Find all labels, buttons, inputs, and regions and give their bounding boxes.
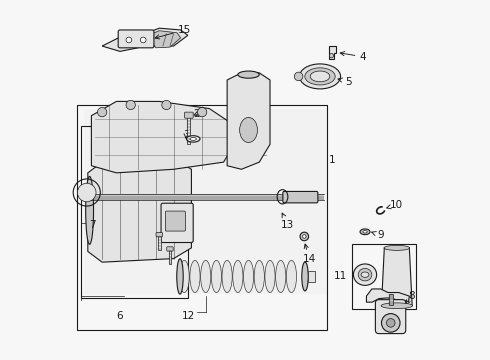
Ellipse shape — [305, 68, 335, 85]
Ellipse shape — [238, 71, 259, 78]
FancyBboxPatch shape — [283, 192, 318, 203]
Circle shape — [140, 37, 146, 43]
Ellipse shape — [211, 260, 221, 293]
Text: 6: 6 — [117, 311, 123, 321]
Ellipse shape — [179, 260, 189, 293]
Ellipse shape — [310, 71, 330, 82]
Ellipse shape — [299, 64, 341, 89]
Polygon shape — [148, 31, 181, 48]
Text: 13: 13 — [281, 213, 294, 230]
Text: 7: 7 — [89, 220, 96, 230]
Ellipse shape — [177, 259, 183, 294]
Circle shape — [126, 100, 135, 110]
FancyBboxPatch shape — [375, 300, 406, 334]
Bar — [81, 126, 188, 298]
Text: 3: 3 — [183, 130, 189, 140]
Polygon shape — [92, 102, 234, 173]
FancyBboxPatch shape — [161, 203, 193, 243]
Bar — [77, 105, 327, 330]
Bar — [352, 244, 416, 309]
Text: 2: 2 — [194, 109, 200, 119]
Ellipse shape — [360, 229, 370, 235]
Ellipse shape — [358, 269, 372, 281]
Bar — [169, 249, 171, 264]
Bar — [188, 117, 190, 144]
Text: 4: 4 — [340, 51, 366, 62]
Circle shape — [387, 319, 395, 327]
Polygon shape — [367, 289, 409, 302]
Ellipse shape — [186, 136, 200, 142]
Polygon shape — [329, 46, 336, 59]
Text: 8: 8 — [406, 291, 415, 304]
Ellipse shape — [381, 303, 413, 309]
Ellipse shape — [86, 176, 94, 244]
Circle shape — [98, 108, 107, 117]
Ellipse shape — [240, 117, 258, 143]
Polygon shape — [84, 109, 327, 294]
FancyBboxPatch shape — [118, 30, 154, 48]
Circle shape — [77, 183, 96, 202]
Polygon shape — [227, 73, 270, 169]
Ellipse shape — [190, 260, 200, 293]
Circle shape — [381, 314, 400, 332]
Ellipse shape — [361, 272, 369, 277]
FancyBboxPatch shape — [156, 233, 163, 237]
Circle shape — [294, 72, 303, 81]
Circle shape — [300, 232, 309, 241]
Ellipse shape — [286, 260, 296, 293]
Text: 14: 14 — [303, 244, 316, 264]
Ellipse shape — [233, 260, 243, 293]
Polygon shape — [102, 33, 138, 51]
Ellipse shape — [190, 138, 196, 140]
Circle shape — [302, 235, 306, 238]
Circle shape — [329, 54, 334, 58]
Bar — [158, 235, 161, 249]
Text: 9: 9 — [372, 230, 384, 240]
Circle shape — [162, 100, 171, 110]
Ellipse shape — [276, 260, 286, 293]
Bar — [308, 271, 315, 282]
Polygon shape — [145, 28, 188, 46]
Text: 1: 1 — [329, 156, 336, 165]
FancyBboxPatch shape — [185, 112, 193, 118]
Ellipse shape — [200, 260, 211, 293]
Text: 5: 5 — [338, 77, 352, 87]
Text: 11: 11 — [334, 271, 347, 282]
Bar — [84, 194, 323, 200]
Text: 10: 10 — [387, 200, 403, 210]
Ellipse shape — [244, 260, 254, 293]
FancyBboxPatch shape — [167, 247, 173, 251]
Ellipse shape — [265, 260, 275, 293]
Text: 12: 12 — [182, 311, 195, 321]
Text: 15: 15 — [155, 25, 191, 39]
Bar — [389, 294, 393, 305]
Ellipse shape — [222, 260, 232, 293]
Ellipse shape — [384, 246, 410, 250]
Ellipse shape — [302, 262, 308, 291]
Bar — [84, 194, 323, 196]
Ellipse shape — [363, 230, 367, 233]
Circle shape — [197, 108, 207, 117]
Polygon shape — [381, 248, 412, 306]
Ellipse shape — [353, 264, 377, 285]
Polygon shape — [88, 158, 192, 262]
Ellipse shape — [254, 260, 265, 293]
Circle shape — [126, 37, 132, 43]
FancyBboxPatch shape — [165, 211, 185, 231]
